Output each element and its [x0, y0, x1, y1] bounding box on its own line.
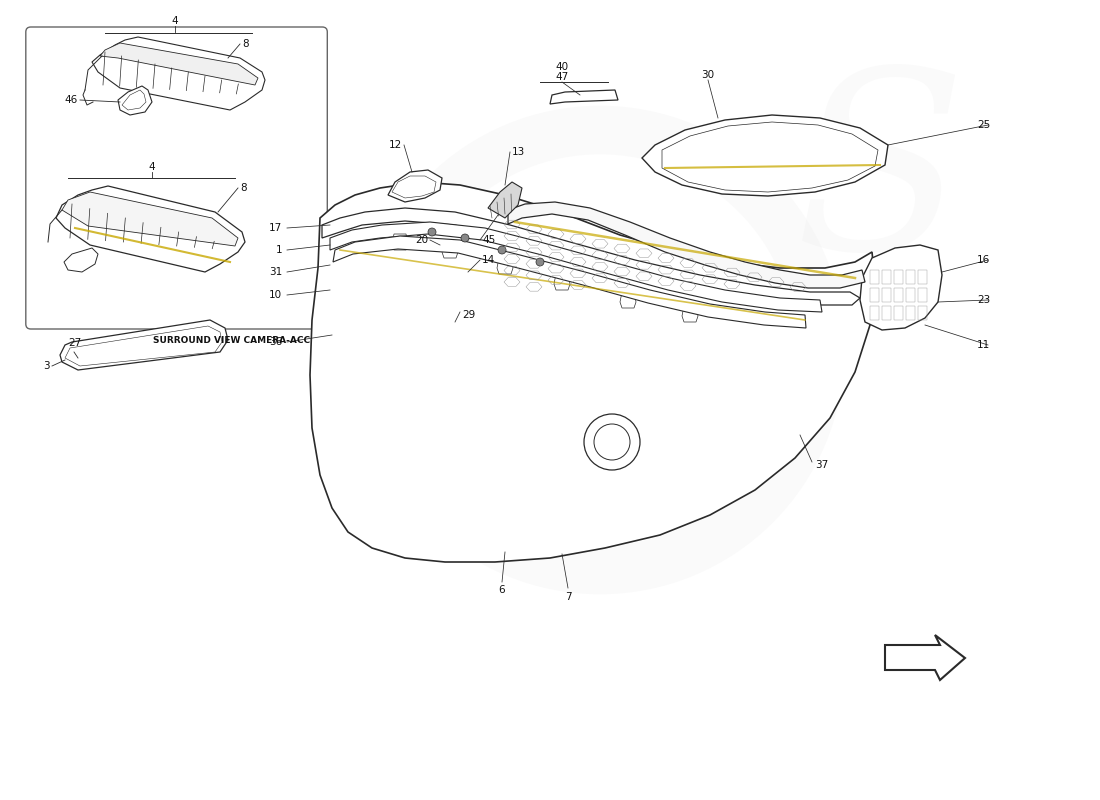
Text: 3: 3 — [43, 361, 50, 371]
Polygon shape — [62, 192, 238, 246]
Text: S: S — [794, 58, 966, 302]
Polygon shape — [642, 115, 888, 196]
Text: 13: 13 — [512, 147, 526, 157]
Text: 17: 17 — [268, 223, 282, 233]
Polygon shape — [886, 635, 965, 680]
Text: a passion for parts incl 1985: a passion for parts incl 1985 — [428, 424, 672, 536]
Circle shape — [461, 234, 469, 242]
Text: SURROUND VIEW CAMERA-ACC: SURROUND VIEW CAMERA-ACC — [153, 336, 310, 345]
Text: 20: 20 — [415, 235, 428, 245]
Polygon shape — [550, 90, 618, 104]
Text: 16: 16 — [977, 255, 990, 265]
Text: 7: 7 — [564, 592, 571, 602]
Polygon shape — [388, 170, 442, 202]
Text: 37: 37 — [815, 460, 828, 470]
Polygon shape — [330, 222, 822, 312]
Text: 10: 10 — [268, 290, 282, 300]
FancyBboxPatch shape — [25, 27, 328, 329]
Text: 29: 29 — [462, 310, 475, 320]
Text: 46: 46 — [65, 95, 78, 105]
Text: 6: 6 — [498, 585, 505, 595]
Text: 23: 23 — [977, 295, 990, 305]
Text: 1: 1 — [275, 245, 282, 255]
Circle shape — [536, 258, 544, 266]
Text: 40: 40 — [556, 62, 569, 72]
Polygon shape — [860, 245, 942, 330]
Text: 31: 31 — [268, 267, 282, 277]
Text: 14: 14 — [482, 255, 495, 265]
Text: 11: 11 — [977, 340, 990, 350]
Text: 45: 45 — [482, 235, 495, 245]
Polygon shape — [508, 202, 865, 288]
Text: 8: 8 — [240, 183, 246, 193]
Polygon shape — [118, 86, 152, 115]
Polygon shape — [60, 320, 228, 370]
Text: 4: 4 — [148, 162, 155, 172]
Polygon shape — [310, 182, 875, 562]
Text: 27: 27 — [68, 338, 81, 348]
Circle shape — [498, 246, 506, 254]
Polygon shape — [56, 186, 245, 272]
Text: 8: 8 — [242, 39, 249, 49]
Text: 4: 4 — [172, 16, 178, 26]
Polygon shape — [64, 248, 98, 272]
Polygon shape — [100, 43, 258, 85]
Text: 12: 12 — [388, 140, 401, 150]
Polygon shape — [333, 236, 806, 328]
Polygon shape — [488, 182, 522, 218]
Circle shape — [428, 228, 436, 236]
Polygon shape — [322, 208, 860, 305]
Polygon shape — [92, 37, 265, 110]
Text: 30: 30 — [702, 70, 715, 80]
Text: 25: 25 — [977, 120, 990, 130]
Text: 47: 47 — [556, 72, 569, 82]
Text: 36: 36 — [268, 337, 282, 347]
